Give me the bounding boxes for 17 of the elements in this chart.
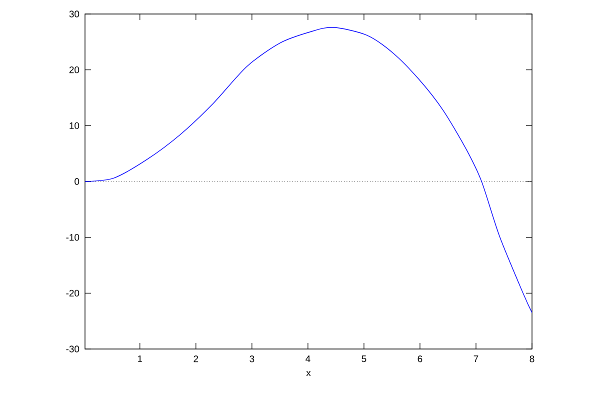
- x-tick-label: 1: [138, 356, 142, 362]
- x-tick-label: 4: [306, 356, 310, 362]
- y-tick-label: -20: [66, 290, 80, 297]
- y-tick-label: 20: [69, 66, 80, 74]
- x-tick-label: 8: [530, 356, 534, 362]
- y-tick-label: 30: [69, 10, 80, 18]
- y-tick-label: 10: [70, 122, 80, 130]
- x-axis-title: x: [306, 371, 311, 376]
- x-tick-label: 7: [474, 356, 478, 362]
- x-tick-label: 5: [362, 356, 366, 362]
- y-tick-label: -10: [66, 234, 80, 241]
- y-tick-label: 0: [74, 178, 80, 185]
- x-tick-label: 6: [418, 356, 422, 362]
- x-tick-label: 3: [250, 356, 254, 362]
- line-series: [85, 27, 532, 314]
- y-tick-label: -30: [66, 346, 80, 352]
- x-tick-label: 2: [194, 356, 198, 362]
